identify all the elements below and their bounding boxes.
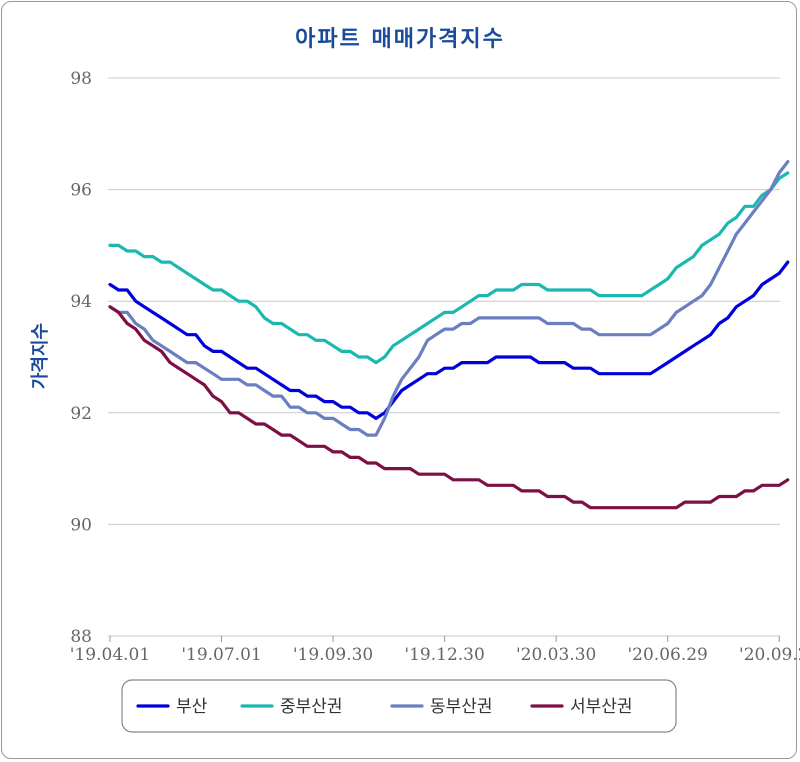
series-line-1 [108, 171, 790, 365]
series-line-2 [108, 160, 790, 437]
x-tick-label-5: '20.06.29 [628, 645, 708, 665]
y-axis-ticks: 88 90 92 94 96 98 [70, 69, 92, 647]
y-axis-label: 가격지수 [30, 323, 51, 389]
y-tick-label-96: 96 [70, 181, 92, 201]
x-tick-label-0: '19.04.01 [70, 645, 150, 665]
x-axis: '19.04.01 '19.07.01 '19.09.30 '19.12.30 '20.… [70, 635, 800, 665]
x-tick-label-1: '19.07.01 [181, 645, 261, 665]
series-lines [108, 160, 790, 510]
legend-label-3: 서부산권 [570, 697, 633, 717]
series-line-3 [108, 305, 790, 510]
x-tick-label-2: '19.09.30 [293, 645, 373, 665]
legend-label-0: 부산 [176, 697, 208, 717]
y-tick-label-94: 94 [70, 292, 92, 312]
x-tick-label-3: '19.12.30 [404, 645, 484, 665]
chart-title: 아파트 매매가격지수 [295, 27, 505, 52]
y-tick-label-90: 90 [70, 515, 92, 535]
x-tick-label-6: '20.09.28 [739, 645, 800, 665]
legend-label-2: 동부산권 [430, 697, 493, 717]
y-tick-label-88: 88 [70, 627, 92, 647]
legend-label-1: 중부산권 [280, 697, 343, 717]
legend: 부산 중부산권 동부산권 서부산권 [121, 679, 677, 733]
series-line-0 [108, 260, 790, 420]
y-tick-label-92: 92 [70, 404, 92, 424]
y-tick-label-98: 98 [70, 69, 92, 89]
x-tick-label-4: '20.03.30 [516, 645, 596, 665]
